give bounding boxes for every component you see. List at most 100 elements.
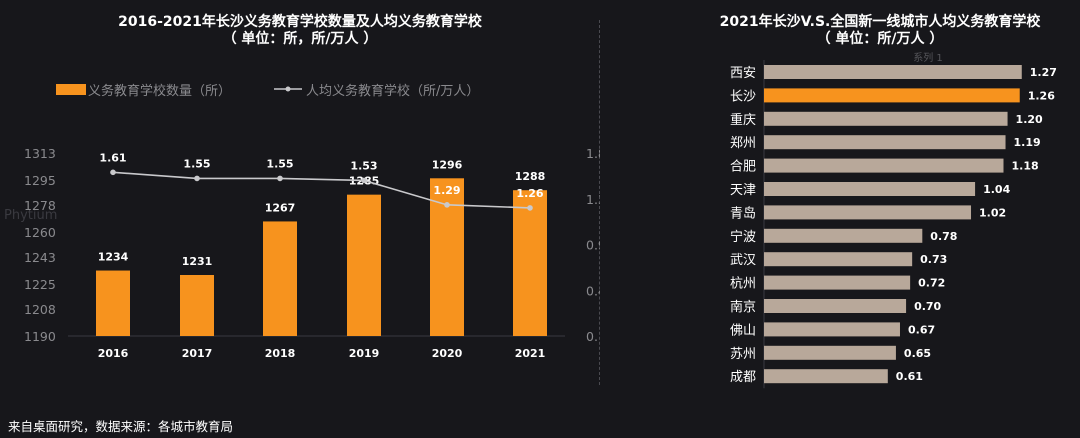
bar-value-label: 1.19 [1014,136,1041,149]
bar-value-label: 0.78 [930,230,957,243]
bar-city [764,205,972,220]
left-title-line2: （ 单位：所，所/万人 ） [222,31,378,47]
bar-city [764,228,923,243]
bar-highlight-city [764,88,1020,103]
line-value-label: 1.61 [99,151,126,164]
legend-bar-swatch [56,84,86,95]
bar-school-count [180,275,214,336]
right-axis-tick: 1.8 [586,146,600,161]
city-label: 合肥 [730,160,756,175]
bar-value-label: 0.61 [896,370,923,383]
bar-school-count [263,221,297,336]
series-label: 系列 1 [913,51,943,64]
city-label: 杭州 [730,277,756,292]
city-label: 苏州 [730,346,756,362]
city-label: 天津 [730,183,756,198]
legend-line-swatch [274,86,302,92]
right-axis-tick: 0.45 [586,283,600,298]
bar-value-label: 0.73 [920,253,947,266]
line-value-label: 1.55 [266,157,293,170]
right-axis-tick: 0.9 [586,238,600,253]
bar-value-label: 0.72 [918,277,945,290]
left-chart-title: 2016-2021年长沙义务教育学校数量及人均义务教育学校 （ 单位：所，所/万… [0,14,600,48]
left-axis-tick: 1243 [24,250,56,265]
bar-value-label: 1288 [515,170,546,183]
city-label: 西安 [730,66,756,81]
left-axis-tick: 1260 [24,225,56,240]
x-axis-tick: 2019 [349,347,380,360]
line-point [527,205,533,211]
bar-city [764,345,896,360]
bar-value-label: 1.02 [979,206,1006,219]
right-axis-tick: 1.35 [586,192,600,207]
bar-school-count [96,270,130,336]
bar-value-label: 1.26 [1028,89,1055,102]
right-title-line2: （ 单位：所/万人 ） [816,31,944,47]
right-hbar-chart: 系列 1 西安 1.27 长沙 1.26 重庆 1.20 郑州 1.19 合肥 1.18 天津 1.04… [730,51,1057,389]
left-axis-tick: 1225 [24,277,56,292]
bar-value-label: 1231 [182,255,213,268]
city-label: 武汉 [730,253,756,268]
left-axis-tick: 1190 [24,329,56,344]
bar-value-label: 1.27 [1030,66,1057,79]
legend-bar-label: 义务教育学校数量（所） [88,84,232,99]
city-label: 宁波 [730,229,756,245]
line-point [277,175,283,182]
bar-city [764,158,1004,173]
left-axis-tick: 1208 [24,302,56,317]
left-axis-tick: 1295 [24,173,56,188]
x-axis-tick: 2021 [515,347,546,360]
bar-city [764,111,1008,126]
right-title-line1: 2021年长沙V.S.全国新一线城市人均义务教育学校 [719,14,1041,30]
bar-city [764,369,888,384]
chart-divider [599,20,600,385]
city-label: 重庆 [730,112,756,128]
bar-city [764,252,913,267]
bar-city [764,275,911,290]
legend-line-label: 人均义务教育学校（所/万人） [306,84,480,99]
x-axis-tick: 2016 [98,347,129,360]
x-axis-tick: 2018 [265,347,296,360]
bar-value-label: 1.04 [983,183,1010,196]
line-per-capita [112,171,531,209]
source-note: 来自桌面研究，数据来源：各城市教育局 [8,419,234,434]
bar-value-label: 1.18 [1011,160,1038,173]
bar-value-label: 1.20 [1016,113,1043,126]
left-axis-tick: 1313 [24,146,56,161]
right-chart-title: 2021年长沙V.S.全国新一线城市人均义务教育学校 （ 单位：所/万人 ） [690,14,1070,48]
line-point [444,202,450,208]
city-label: 佛山 [730,323,756,338]
bar-value-label: 0.67 [908,323,935,336]
bar-city [764,322,900,337]
city-label: 青岛 [730,205,756,221]
bar-value-label: 1234 [98,251,129,264]
city-label: 长沙 [730,89,756,104]
line-value-label: 1.53 [350,159,377,172]
bar-school-count [513,190,547,336]
watermark-text: Phytium [4,208,58,223]
line-value-label: 1.55 [183,157,210,170]
city-label: 南京 [730,299,756,315]
line-value-label: 1.29 [433,184,460,197]
bar-city [764,299,907,313]
line-point [361,177,367,184]
line-value-label: 1.26 [516,187,543,200]
line-point [110,169,116,176]
bar-value-label: 0.70 [914,300,941,313]
city-label: 成都 [730,370,756,385]
left-combo-chart: 1190 1208 1225 1243 1260 1278 1295 1313 0. 0.45 0.… [24,146,600,360]
city-label: 郑州 [730,136,756,151]
bar-school-count [347,194,381,336]
right-axis-tick: 0. [586,329,598,344]
x-axis-tick: 2020 [432,347,463,360]
bar-city [764,65,1022,79]
left-axis-tick: 1278 [24,198,56,213]
bar-city [764,182,976,196]
left-title-line1: 2016-2021年长沙义务教育学校数量及人均义务教育学校 [118,14,482,30]
x-axis-tick: 2017 [182,347,213,360]
line-point [194,175,200,182]
bar-city [764,135,1006,150]
bar-value-label: 0.65 [904,347,931,360]
bar-value-label: 1267 [265,201,296,214]
